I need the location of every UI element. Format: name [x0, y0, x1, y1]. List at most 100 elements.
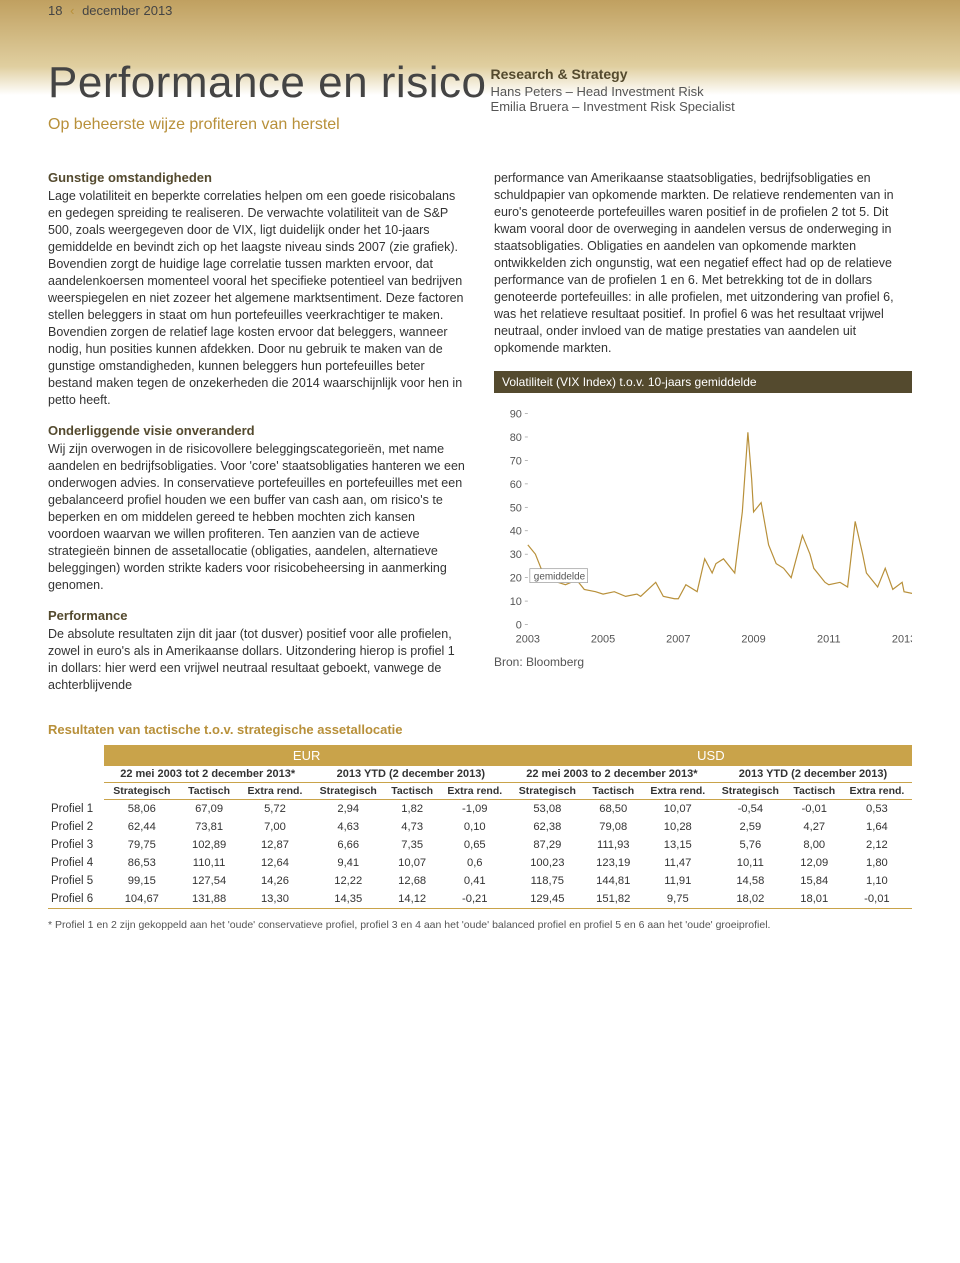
table-cell: 10,28	[642, 818, 714, 836]
table-cell: 4,73	[385, 818, 440, 836]
sub-head-3: 2013 YTD (2 december 2013)	[714, 766, 912, 783]
author-2: Emilia Bruera – Investment Risk Speciali…	[491, 99, 912, 114]
table-cell: 12,09	[787, 854, 842, 872]
table-cell: 4,63	[312, 818, 385, 836]
table-cell: 127,54	[180, 872, 238, 890]
table-cell: 9,41	[312, 854, 385, 872]
header-right: Research & Strategy Hans Peters – Head I…	[491, 58, 912, 114]
svg-text:0: 0	[516, 620, 522, 632]
table-cell: 110,11	[180, 854, 238, 872]
table-cell: 9,75	[642, 890, 714, 909]
table-cell: 10,11	[714, 854, 787, 872]
table-cell: 0,41	[440, 872, 510, 890]
author-1: Hans Peters – Head Investment Risk	[491, 84, 912, 99]
section-heading-onderliggende: Onderliggende visie onveranderd	[48, 423, 466, 438]
svg-text:40: 40	[510, 526, 522, 538]
paragraph-right-continuation: performance van Amerikaanse staatsobliga…	[494, 170, 912, 357]
table-cell: -0,01	[842, 890, 912, 909]
table-row: Profiel 262,4473,817,004,634,730,1062,38…	[48, 818, 912, 836]
table-cell: 0,65	[440, 836, 510, 854]
svg-text:60: 60	[510, 479, 522, 491]
page-date: december 2013	[82, 3, 172, 18]
col-head: Strategisch	[312, 783, 385, 800]
table-cell: 0,10	[440, 818, 510, 836]
table-cell: 86,53	[104, 854, 181, 872]
table-cell: 8,00	[787, 836, 842, 854]
page-number-date: 18 ‹ december 2013	[48, 3, 912, 18]
table-cell: 13,15	[642, 836, 714, 854]
chart-source: Bron: Bloomberg	[494, 655, 912, 669]
group-head-eur: EUR	[104, 745, 510, 766]
svg-text:2009: 2009	[741, 633, 765, 645]
table-cell: 1,10	[842, 872, 912, 890]
table-cell: 111,93	[585, 836, 642, 854]
table-footnote: * Profiel 1 en 2 zijn gekoppeld aan het …	[48, 919, 912, 931]
row-label: Profiel 5	[48, 872, 104, 890]
svg-text:30: 30	[510, 549, 522, 561]
table-cell: 68,50	[585, 800, 642, 819]
svg-text:2007: 2007	[666, 633, 690, 645]
sub-head-row: 22 mei 2003 tot 2 december 2013* 2013 YT…	[48, 766, 912, 783]
results-tbody: Profiel 158,0667,095,722,941,82-1,0953,0…	[48, 800, 912, 909]
table-cell: 62,38	[510, 818, 585, 836]
table-row: Profiel 486,53110,1112,649,4110,070,6100…	[48, 854, 912, 872]
table-cell: 0,53	[842, 800, 912, 819]
results-table-title: Resultaten van tactische t.o.v. strategi…	[48, 722, 912, 737]
vix-chart-svg: 0102030405060708090200320052007200920112…	[494, 407, 912, 647]
row-label: Profiel 6	[48, 890, 104, 909]
table-row: Profiel 158,0667,095,722,941,82-1,0953,0…	[48, 800, 912, 819]
chart-title: Volatiliteit (VIX Index) t.o.v. 10-jaars…	[494, 371, 912, 393]
table-cell: 100,23	[510, 854, 585, 872]
svg-text:20: 20	[510, 573, 522, 585]
header-left: Performance en risico Op beheerste wijze…	[48, 58, 491, 134]
right-column: performance van Amerikaanse staatsobliga…	[494, 170, 912, 708]
table-cell: 73,81	[180, 818, 238, 836]
row-label: Profiel 1	[48, 800, 104, 819]
table-cell: 18,01	[787, 890, 842, 909]
col-head: Extra rend.	[642, 783, 714, 800]
col-head-row: StrategischTactischExtra rend.Strategisc…	[48, 783, 912, 800]
sub-head-0: 22 mei 2003 tot 2 december 2013*	[104, 766, 312, 783]
table-cell: 129,45	[510, 890, 585, 909]
table-cell: 1,80	[842, 854, 912, 872]
table-cell: 2,94	[312, 800, 385, 819]
table-cell: -0,01	[787, 800, 842, 819]
page-content: 18 ‹ december 2013 Performance en risico…	[0, 3, 960, 961]
table-cell: 14,35	[312, 890, 385, 909]
page-number: 18	[48, 3, 62, 18]
sub-head-2: 22 mei 2003 to 2 december 2013*	[510, 766, 714, 783]
col-head: Extra rend.	[842, 783, 912, 800]
left-column: Gunstige omstandigheden Lage volatilitei…	[48, 170, 466, 708]
table-cell: 2,59	[714, 818, 787, 836]
table-cell: 7,00	[238, 818, 312, 836]
table-cell: 87,29	[510, 836, 585, 854]
svg-text:2013: 2013	[892, 633, 912, 645]
table-row: Profiel 6104,67131,8813,3014,3514,12-0,2…	[48, 890, 912, 909]
col-head: Extra rend.	[238, 783, 312, 800]
section-heading-gunstige: Gunstige omstandigheden	[48, 170, 466, 185]
table-cell: 2,12	[842, 836, 912, 854]
group-head-row: EUR USD	[48, 745, 912, 766]
sub-head-1: 2013 YTD (2 december 2013)	[312, 766, 510, 783]
results-thead: EUR USD 22 mei 2003 tot 2 december 2013*…	[48, 745, 912, 800]
table-cell: 118,75	[510, 872, 585, 890]
table-cell: 14,26	[238, 872, 312, 890]
svg-text:80: 80	[510, 432, 522, 444]
table-cell: 4,27	[787, 818, 842, 836]
paragraph-performance: De absolute resultaten zijn dit jaar (to…	[48, 626, 466, 694]
table-cell: 15,84	[787, 872, 842, 890]
table-cell: 0,6	[440, 854, 510, 872]
table-cell: 151,82	[585, 890, 642, 909]
row-label: Profiel 3	[48, 836, 104, 854]
header-row: Performance en risico Op beheerste wijze…	[48, 58, 912, 134]
table-cell: 1,64	[842, 818, 912, 836]
table-cell: 67,09	[180, 800, 238, 819]
col-head: Extra rend.	[440, 783, 510, 800]
table-cell: 13,30	[238, 890, 312, 909]
table-cell: 12,64	[238, 854, 312, 872]
table-cell: -0,54	[714, 800, 787, 819]
table-cell: 79,08	[585, 818, 642, 836]
svg-text:10: 10	[510, 596, 522, 608]
table-cell: 12,68	[385, 872, 440, 890]
svg-text:gemiddelde: gemiddelde	[534, 572, 586, 583]
